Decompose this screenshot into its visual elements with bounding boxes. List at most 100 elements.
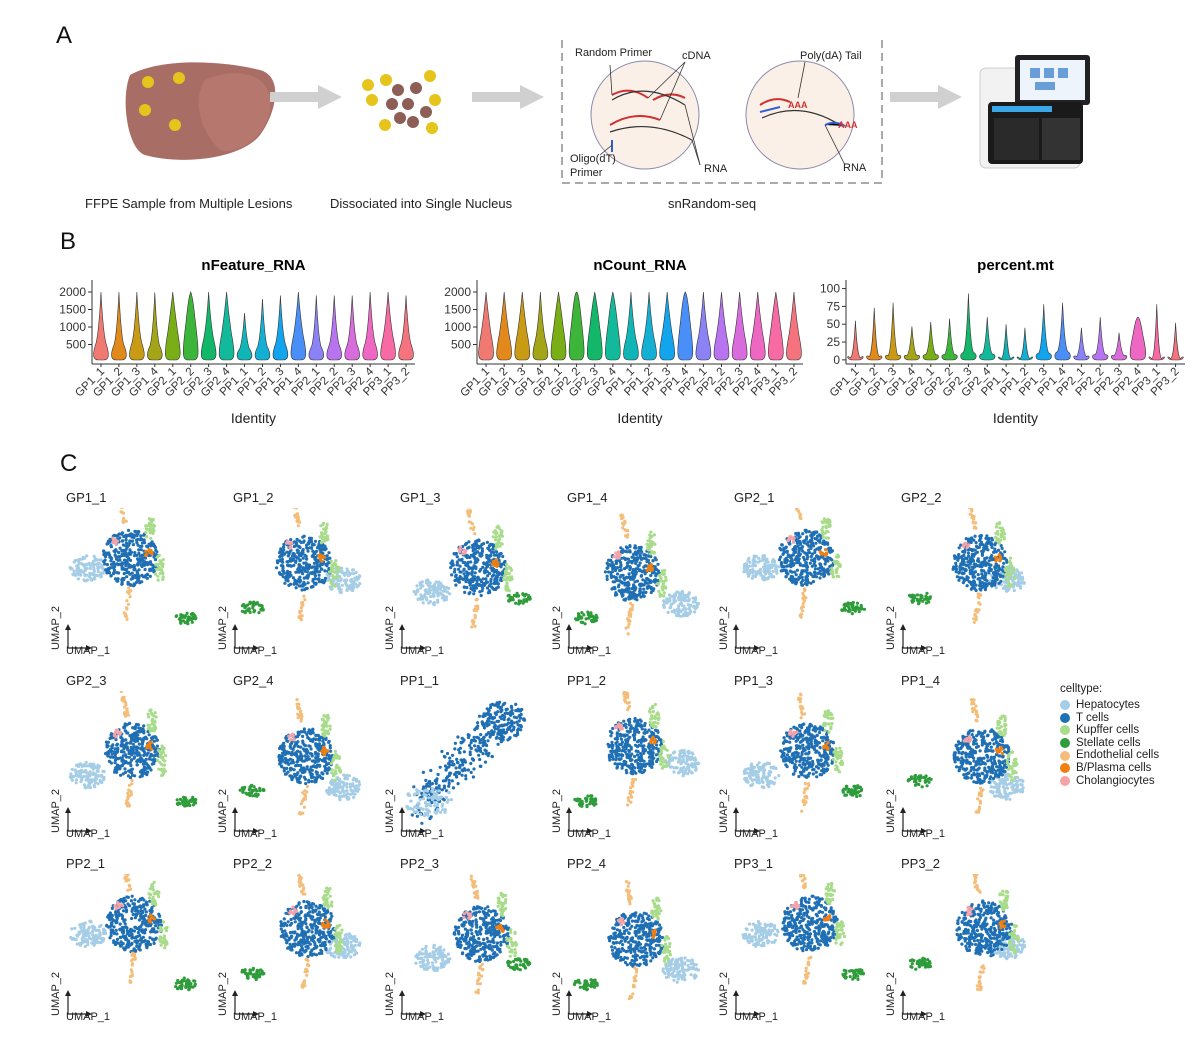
label-rna-right: RNA — [843, 162, 867, 174]
liver-illustration — [125, 62, 276, 160]
umap-title-PP2_3: PP2_3 — [400, 856, 440, 871]
umap-points — [68, 691, 198, 808]
violin-GP2_3 — [200, 291, 217, 361]
legend-swatch — [1060, 738, 1070, 749]
celltype-legend: celltype: Hepatocytes T cells Kupffer cell… — [1060, 683, 1159, 787]
caption-dissociated: Dissociated into Single Nucleus — [330, 196, 513, 211]
umap-title-GP2_3: GP2_3 — [66, 673, 107, 688]
umap-axes-arrows — [232, 624, 259, 651]
nuclei-illustration — [362, 70, 441, 134]
violin-PP2_2 — [713, 291, 730, 361]
violin-GP2_2 — [941, 318, 958, 361]
label-rna-left: RNA — [704, 163, 728, 175]
violin-GP1_2 — [496, 291, 512, 361]
violin-PP3_2 — [1167, 322, 1184, 361]
umap-axes-arrows — [900, 807, 927, 834]
violin-PP3_1 — [380, 291, 396, 361]
umap-plot-GP1_4 — [566, 513, 701, 651]
umap-axes-arrows — [566, 807, 593, 834]
umap-ylabel: UMAP_2 — [718, 605, 730, 650]
y-tick-label: 1500 — [59, 303, 86, 317]
umap-ylabel: UMAP_2 — [217, 788, 229, 833]
legend-item-t-cells: T cells — [1060, 712, 1159, 725]
umap-title-GP1_4: GP1_4 — [567, 490, 608, 505]
violin-GP2_2 — [183, 291, 199, 361]
violin-PP1_2 — [254, 298, 271, 361]
violin-PP2_1 — [308, 295, 324, 361]
umap-xlabel: UMAP_1 — [734, 1011, 779, 1023]
umap-ylabel: UMAP_2 — [551, 971, 563, 1016]
legend-swatch — [1060, 763, 1070, 774]
umap-plot-GP2_4 — [232, 698, 362, 834]
violin-PP1_1 — [236, 312, 253, 361]
umap-axes-arrows — [733, 990, 760, 1017]
label-primer: Primer — [570, 167, 603, 179]
y-tick-label: 0 — [833, 353, 840, 367]
violin-GP1_4 — [147, 292, 163, 361]
umap-xlabel: UMAP_1 — [66, 828, 111, 840]
umap-points — [414, 874, 532, 995]
umap-xlabel: UMAP_1 — [901, 828, 946, 840]
violin-PP2_3 — [731, 291, 748, 361]
umap-points — [412, 508, 532, 629]
violin-PP2_1 — [1073, 327, 1090, 361]
umap-xlabel: UMAP_1 — [233, 1011, 278, 1023]
y-tick-label: 1000 — [59, 320, 86, 334]
legend-item-kupffer-cells: Kupffer cells — [1060, 724, 1159, 737]
legend-title: celltype: — [1060, 683, 1103, 695]
umap-plot-PP1_1 — [399, 700, 527, 834]
umap-plot-GP2_1 — [733, 508, 866, 651]
umap-title-GP1_1: GP1_1 — [66, 490, 107, 505]
violin-PP2_4 — [362, 291, 378, 361]
snrandom-box — [561, 40, 883, 184]
violin-GP2_4 — [218, 291, 235, 361]
umap-xlabel: UMAP_1 — [66, 645, 111, 657]
violin-PP1_4 — [290, 291, 307, 361]
violin-xlabel: Identity — [993, 410, 1038, 426]
violin-PP1_2 — [641, 291, 657, 361]
umap-points — [741, 874, 865, 985]
violin-chart-2: nCount_RNA500100015002000GP1_1GP1_2GP1_3… — [444, 257, 803, 426]
umap-xlabel: UMAP_1 — [233, 828, 278, 840]
umap-axes-arrows — [65, 990, 92, 1017]
violin-PP1_3 — [272, 295, 289, 361]
violin-PP3_2 — [398, 295, 414, 361]
umap-points — [240, 874, 362, 989]
violin-PP2_2 — [1092, 317, 1109, 361]
legend-item-endothelial-cells: Endothelial cells — [1060, 749, 1159, 762]
legend-label: Cholangiocytes — [1076, 774, 1155, 787]
y-tick-label: 50 — [827, 317, 841, 331]
sequencer-illustration — [979, 55, 1090, 169]
violin-PP3_1 — [1148, 304, 1165, 361]
violin-chart-3: percent.mt0255075100GP1_1GP1_2GP1_3GP1_4… — [820, 257, 1185, 426]
umap-ylabel: UMAP_2 — [384, 605, 396, 650]
umap-plot-PP3_1 — [733, 874, 865, 1017]
panel-letter-b: B — [60, 228, 77, 255]
caption-snrandom: snRandom-seq — [668, 196, 757, 211]
umap-title-PP3_2: PP3_2 — [901, 856, 941, 871]
umap-title-PP1_2: PP1_2 — [567, 673, 607, 688]
violin-GP2_1 — [165, 291, 181, 361]
y-tick-label: 500 — [451, 338, 471, 352]
violin-GP2_3 — [960, 293, 977, 361]
violin-PP2_3 — [1111, 332, 1128, 361]
umap-title-PP2_2: PP2_2 — [233, 856, 273, 871]
umap-points — [742, 692, 864, 813]
legend-swatch — [1060, 700, 1070, 711]
umap-ylabel: UMAP_2 — [551, 605, 563, 650]
legend-swatch — [1060, 725, 1070, 736]
umap-title-GP2_1: GP2_1 — [734, 490, 775, 505]
umap-points — [906, 698, 1025, 814]
violin-xlabel: Identity — [231, 410, 276, 426]
umap-title-PP1_4: PP1_4 — [901, 673, 941, 688]
legend-label: B/Plasma cells — [1076, 761, 1152, 774]
umap-plot-GP2_2 — [900, 508, 1026, 651]
umap-axes-arrows — [733, 807, 760, 834]
umap-axes-arrows — [566, 624, 593, 651]
violin-GP1_4 — [532, 291, 549, 361]
umap-xlabel: UMAP_1 — [734, 645, 779, 657]
aaa-label-1: AAA — [788, 100, 808, 110]
umap-points — [68, 508, 198, 626]
arrow-1 — [270, 85, 342, 109]
umap-plot-PP2_2 — [232, 874, 362, 1017]
